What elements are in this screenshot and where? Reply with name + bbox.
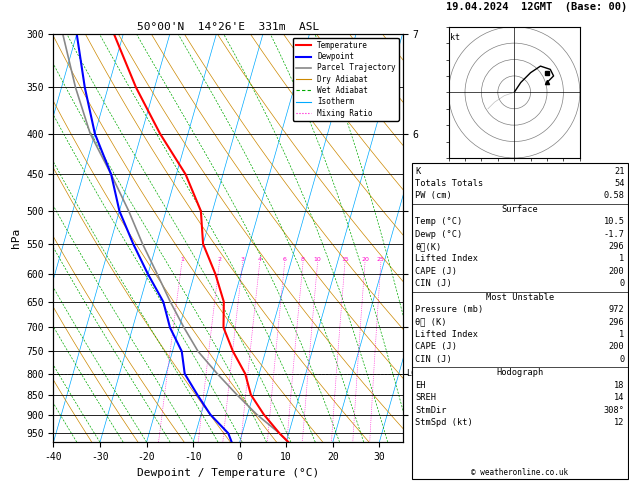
Text: Surface: Surface bbox=[501, 205, 538, 214]
Text: 2: 2 bbox=[218, 258, 221, 262]
Text: 20: 20 bbox=[361, 258, 369, 262]
Text: StmDir: StmDir bbox=[415, 406, 447, 415]
Text: 8: 8 bbox=[301, 258, 305, 262]
Text: SREH: SREH bbox=[415, 393, 436, 402]
Title: 50°00'N  14°26'E  331m  ASL: 50°00'N 14°26'E 331m ASL bbox=[137, 22, 319, 32]
Text: CIN (J): CIN (J) bbox=[415, 279, 452, 288]
Text: Lifted Index: Lifted Index bbox=[415, 330, 478, 339]
Text: 10.5: 10.5 bbox=[604, 217, 625, 226]
Text: EH: EH bbox=[415, 381, 426, 390]
Text: -1.7: -1.7 bbox=[604, 230, 625, 239]
Text: θᴇ (K): θᴇ (K) bbox=[415, 318, 447, 327]
Text: 1: 1 bbox=[180, 258, 184, 262]
Text: 0.58: 0.58 bbox=[604, 191, 625, 200]
Legend: Temperature, Dewpoint, Parcel Trajectory, Dry Adiabat, Wet Adiabat, Isotherm, Mi: Temperature, Dewpoint, Parcel Trajectory… bbox=[292, 38, 399, 121]
Text: CAPE (J): CAPE (J) bbox=[415, 267, 457, 276]
Text: StmSpd (kt): StmSpd (kt) bbox=[415, 418, 473, 427]
Text: θᴇ(K): θᴇ(K) bbox=[415, 242, 442, 251]
Text: 308°: 308° bbox=[604, 406, 625, 415]
Text: 296: 296 bbox=[609, 318, 625, 327]
Text: 6: 6 bbox=[283, 258, 287, 262]
Text: Hodograph: Hodograph bbox=[496, 368, 543, 378]
Text: 14: 14 bbox=[614, 393, 625, 402]
Text: CIN (J): CIN (J) bbox=[415, 355, 452, 364]
Text: Lifted Index: Lifted Index bbox=[415, 255, 478, 263]
Y-axis label: hPa: hPa bbox=[11, 228, 21, 248]
X-axis label: Dewpoint / Temperature (°C): Dewpoint / Temperature (°C) bbox=[137, 468, 319, 478]
Text: 25: 25 bbox=[377, 258, 385, 262]
Text: Pressure (mb): Pressure (mb) bbox=[415, 305, 484, 314]
Text: 21: 21 bbox=[614, 167, 625, 175]
Text: 0: 0 bbox=[620, 279, 625, 288]
Text: 0: 0 bbox=[620, 355, 625, 364]
Text: kt: kt bbox=[450, 33, 460, 42]
Text: Totals Totals: Totals Totals bbox=[415, 179, 484, 188]
Text: PW (cm): PW (cm) bbox=[415, 191, 452, 200]
Text: 1: 1 bbox=[620, 330, 625, 339]
Text: 10: 10 bbox=[314, 258, 321, 262]
Y-axis label: km
ASL: km ASL bbox=[437, 227, 455, 249]
Text: Most Unstable: Most Unstable bbox=[486, 293, 554, 302]
Text: 19.04.2024  12GMT  (Base: 00): 19.04.2024 12GMT (Base: 00) bbox=[447, 2, 628, 13]
Text: LCL: LCL bbox=[406, 369, 421, 378]
Text: © weatheronline.co.uk: © weatheronline.co.uk bbox=[471, 468, 569, 477]
Text: 3: 3 bbox=[241, 258, 245, 262]
Text: 296: 296 bbox=[609, 242, 625, 251]
Text: 54: 54 bbox=[614, 179, 625, 188]
Text: K: K bbox=[415, 167, 420, 175]
Text: Mixing Ratio (g/kg): Mixing Ratio (g/kg) bbox=[468, 191, 477, 286]
Text: 200: 200 bbox=[609, 343, 625, 351]
Text: Dewp (°C): Dewp (°C) bbox=[415, 230, 462, 239]
Text: 18: 18 bbox=[614, 381, 625, 390]
Text: Temp (°C): Temp (°C) bbox=[415, 217, 462, 226]
Text: 12: 12 bbox=[614, 418, 625, 427]
Text: 200: 200 bbox=[609, 267, 625, 276]
Text: 972: 972 bbox=[609, 305, 625, 314]
Text: 15: 15 bbox=[341, 258, 349, 262]
Text: 4: 4 bbox=[258, 258, 262, 262]
Text: 1: 1 bbox=[620, 255, 625, 263]
Text: CAPE (J): CAPE (J) bbox=[415, 343, 457, 351]
